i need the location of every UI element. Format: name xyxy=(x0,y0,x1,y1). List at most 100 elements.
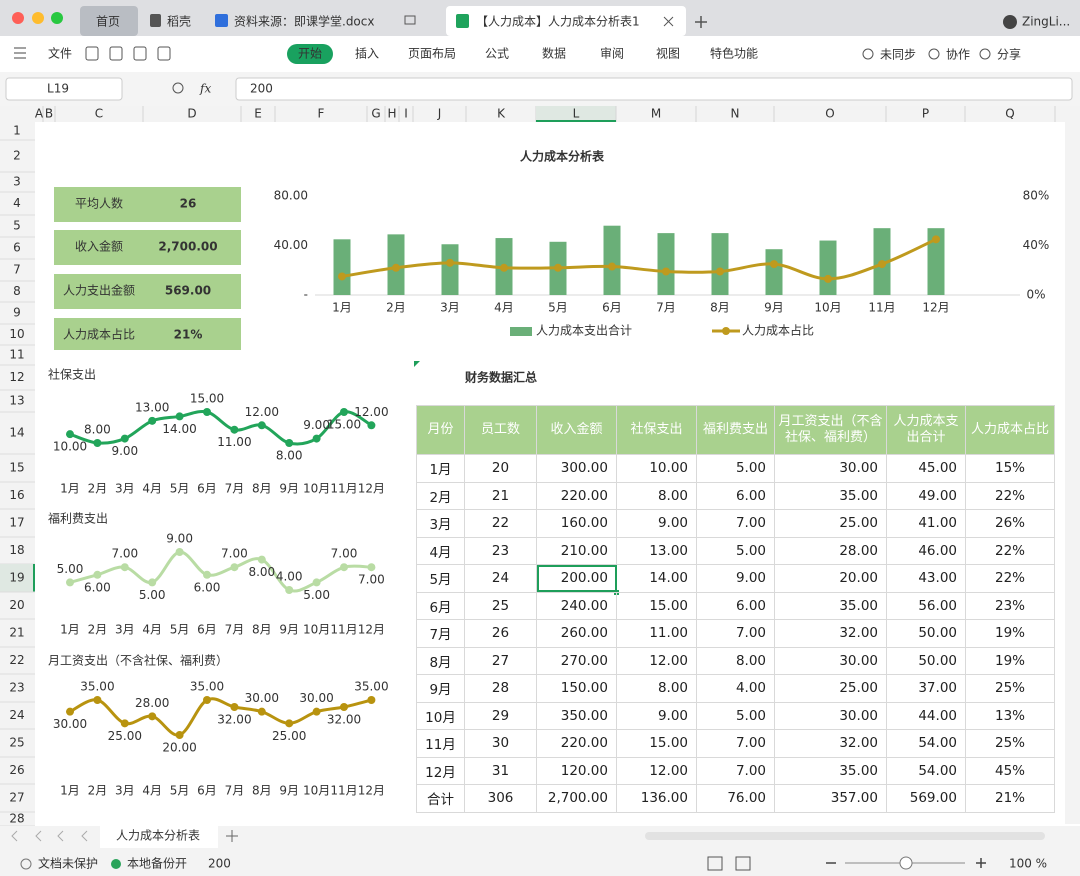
row-header[interactable]: 20 xyxy=(9,598,24,612)
table-cell[interactable]: 4月 xyxy=(416,536,465,565)
header-cell[interactable]: 人力成本占比 xyxy=(965,405,1055,455)
table-cell[interactable]: 44.00 xyxy=(886,701,966,730)
table-cell[interactable]: 20 xyxy=(464,454,537,483)
table-cell[interactable]: 24 xyxy=(464,564,537,593)
table-cell[interactable]: 136.00 xyxy=(616,784,697,813)
table-cell[interactable]: 5.00 xyxy=(696,701,775,730)
menu-item[interactable]: 分享 xyxy=(997,47,1021,62)
table-cell[interactable]: 30 xyxy=(464,729,537,758)
column-header[interactable]: I xyxy=(404,107,408,121)
row-header[interactable]: 18 xyxy=(9,543,24,557)
table-cell[interactable]: 12.00 xyxy=(616,646,697,675)
table-cell[interactable]: 7月 xyxy=(416,619,465,648)
table-cell[interactable]: 35.00 xyxy=(774,481,887,510)
column-header[interactable]: M xyxy=(651,107,661,121)
header-cell[interactable]: 人力成本支出合计 xyxy=(886,405,966,455)
window-control[interactable] xyxy=(51,12,63,24)
table-cell[interactable]: 569.00 xyxy=(886,784,966,813)
row-header[interactable]: 8 xyxy=(13,284,21,298)
column-header[interactable]: P xyxy=(922,107,929,121)
table-cell[interactable]: 30.00 xyxy=(774,701,887,730)
table-cell[interactable]: 160.00 xyxy=(536,509,617,538)
row-header[interactable]: 26 xyxy=(9,763,24,777)
table-cell[interactable]: 200.00 xyxy=(536,564,617,593)
column-header[interactable]: E xyxy=(254,107,262,121)
table-cell[interactable]: 4.00 xyxy=(696,674,775,703)
table-cell[interactable]: 11.00 xyxy=(616,619,697,648)
row-header[interactable]: 21 xyxy=(9,626,24,640)
menu-item[interactable]: 公式 xyxy=(485,47,509,61)
table-cell[interactable]: 2,700.00 xyxy=(536,784,617,813)
table-cell[interactable]: 220.00 xyxy=(536,729,617,758)
table-cell[interactable]: 31 xyxy=(464,756,537,785)
table-cell[interactable]: 150.00 xyxy=(536,674,617,703)
table-cell[interactable]: 270.00 xyxy=(536,646,617,675)
table-cell[interactable]: 9月 xyxy=(416,674,465,703)
table-cell[interactable]: 29 xyxy=(464,701,537,730)
sheet-nav[interactable] xyxy=(57,830,64,842)
table-cell[interactable]: 306 xyxy=(464,784,537,813)
row-header[interactable]: 1 xyxy=(13,124,21,138)
menu-item[interactable]: 开始 xyxy=(298,47,322,61)
table-cell[interactable]: 23% xyxy=(965,591,1055,620)
tab-label[interactable]: 【人力成本】人力成本分析表1 xyxy=(476,15,640,29)
table-cell[interactable]: 5.00 xyxy=(696,454,775,483)
table-cell[interactable]: 23 xyxy=(464,536,537,565)
name-box-text[interactable]: L19 xyxy=(47,82,69,96)
row-header[interactable]: 9 xyxy=(13,306,21,320)
sheet-nav[interactable] xyxy=(11,830,18,842)
table-cell[interactable]: 260.00 xyxy=(536,619,617,648)
table-cell[interactable]: 6.00 xyxy=(696,591,775,620)
column-header[interactable]: Q xyxy=(1005,107,1014,121)
column-header[interactable]: L xyxy=(573,107,580,121)
table-cell[interactable]: 12.00 xyxy=(616,756,697,785)
table-cell[interactable]: 210.00 xyxy=(536,536,617,565)
row-header[interactable]: 15 xyxy=(9,461,24,475)
menu-item[interactable]: 协作 xyxy=(946,47,970,62)
table-cell[interactable]: 7.00 xyxy=(696,619,775,648)
table-cell[interactable]: 22% xyxy=(965,564,1055,593)
table-cell[interactable]: 120.00 xyxy=(536,756,617,785)
table-cell[interactable]: 26 xyxy=(464,619,537,648)
table-cell[interactable]: 43.00 xyxy=(886,564,966,593)
menu-item[interactable]: 文件 xyxy=(48,46,72,61)
row-header[interactable]: 22 xyxy=(9,653,24,667)
row-header[interactable]: 17 xyxy=(9,516,24,530)
row-header[interactable]: 12 xyxy=(9,370,24,384)
table-cell[interactable]: 20.00 xyxy=(774,564,887,593)
table-cell[interactable]: 5月 xyxy=(416,564,465,593)
table-cell[interactable]: 14.00 xyxy=(616,564,697,593)
column-header[interactable]: J xyxy=(437,107,442,121)
column-header[interactable]: G xyxy=(371,107,380,121)
table-cell[interactable]: 7.00 xyxy=(696,756,775,785)
tab-label[interactable]: 首页 xyxy=(96,15,120,29)
zoom-thumb[interactable] xyxy=(899,856,913,870)
menu-item[interactable]: 视图 xyxy=(656,46,680,61)
table-cell[interactable]: 25% xyxy=(965,729,1055,758)
table-cell[interactable]: 7.00 xyxy=(696,509,775,538)
table-cell[interactable]: 6.00 xyxy=(696,481,775,510)
row-header[interactable]: 25 xyxy=(9,736,24,750)
column-header[interactable]: O xyxy=(825,107,834,121)
table-cell[interactable]: 22% xyxy=(965,536,1055,565)
table-cell[interactable]: 54.00 xyxy=(886,756,966,785)
table-cell[interactable]: 30.00 xyxy=(774,454,887,483)
menu-item[interactable]: 插入 xyxy=(355,47,379,61)
table-cell[interactable]: 13% xyxy=(965,701,1055,730)
window-control[interactable] xyxy=(32,12,44,24)
table-cell[interactable]: 22 xyxy=(464,509,537,538)
table-cell[interactable]: 11月 xyxy=(416,729,465,758)
window-control[interactable] xyxy=(12,12,24,24)
row-header[interactable]: 10 xyxy=(9,327,24,341)
table-cell[interactable]: 25.00 xyxy=(774,509,887,538)
table-cell[interactable]: 15.00 xyxy=(616,729,697,758)
menu-item[interactable]: 审阅 xyxy=(600,46,624,61)
row-header[interactable]: 16 xyxy=(9,488,24,502)
table-cell[interactable]: 15% xyxy=(965,454,1055,483)
table-cell[interactable]: 35.00 xyxy=(774,756,887,785)
column-header[interactable]: A xyxy=(35,107,44,121)
table-cell[interactable]: 35.00 xyxy=(774,591,887,620)
column-header[interactable]: C xyxy=(95,107,103,121)
column-header[interactable]: D xyxy=(187,107,196,121)
table-cell[interactable]: 10.00 xyxy=(616,454,697,483)
